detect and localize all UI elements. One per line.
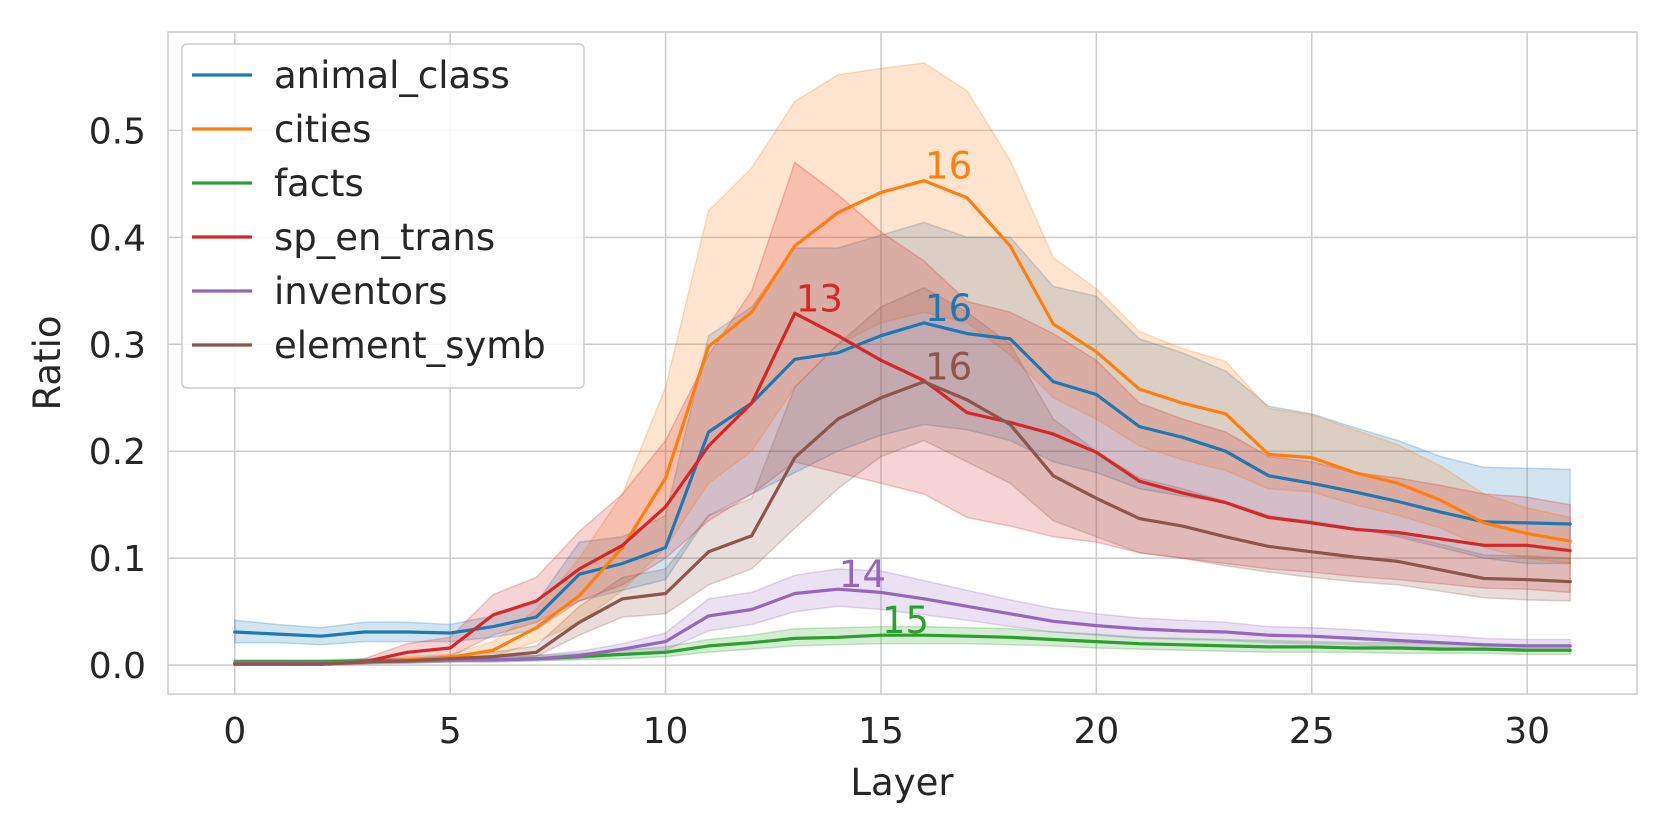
y-axis-ticks: 0.0 0.1 0.2 0.3 0.4 0.5 — [89, 111, 146, 687]
legend-label-facts: facts — [274, 162, 364, 205]
line-sp_en_trans — [233, 311, 1572, 666]
x-tick-label: 25 — [1289, 711, 1335, 752]
legend-label-element_symb: element_symb — [274, 324, 546, 367]
x-tick-label: 15 — [858, 711, 904, 752]
band-animal_class — [234, 221, 1571, 646]
series-lines — [233, 179, 1572, 666]
x-axis-ticks: 0 5 10 15 20 25 30 — [223, 711, 1550, 752]
x-tick-label: 10 — [643, 711, 689, 752]
x-tick-label: 20 — [1073, 711, 1119, 752]
line-cities — [233, 179, 1572, 665]
y-axis-label: Ratio — [26, 316, 69, 411]
legend-box — [181, 43, 585, 389]
legend-label-cities: cities — [274, 108, 371, 151]
peak-label-cities: 16 — [925, 145, 972, 188]
y-tick-label: 0.4 — [89, 218, 146, 259]
peak-label-inventors: 14 — [839, 553, 886, 596]
legend-label-inventors: inventors — [274, 270, 447, 313]
y-tick-label: 0.0 — [89, 646, 146, 687]
line-element_symb — [233, 380, 1572, 666]
x-tick-label: 0 — [223, 711, 246, 752]
x-axis-label: Layer — [850, 761, 954, 804]
y-tick-label: 0.3 — [89, 325, 146, 366]
x-tick-label: 30 — [1504, 711, 1550, 752]
legend-label-sp_en_trans: sp_en_trans — [274, 216, 495, 259]
line-animal_class — [233, 321, 1572, 638]
legend-label-animal_class: animal_class — [274, 54, 510, 97]
y-tick-label: 0.2 — [89, 432, 146, 473]
peak-label-sp_en_trans: 13 — [796, 277, 843, 320]
peak-label-animal_class: 16 — [925, 287, 972, 330]
x-tick-label: 5 — [439, 711, 462, 752]
peak-label-facts: 15 — [882, 599, 929, 642]
y-tick-label: 0.5 — [89, 111, 146, 152]
peak-label-element_symb: 16 — [925, 346, 972, 389]
band-cities — [234, 62, 1571, 665]
band-element_symb — [234, 286, 1571, 666]
y-tick-label: 0.1 — [89, 539, 146, 580]
